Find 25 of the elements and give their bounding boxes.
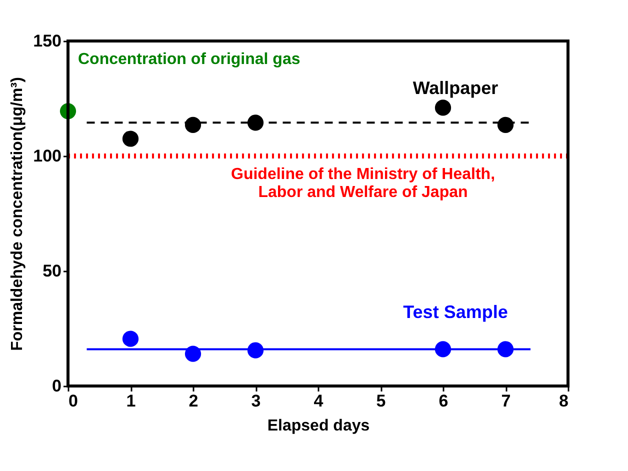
point [122,330,139,347]
annotation: Concentration of original gas [78,51,300,68]
x-tick-label: 6 [438,392,448,410]
point [434,100,452,116]
y-tick-label: 0 [52,376,62,396]
x-tick-label: 5 [376,392,386,410]
x-axis-title: Elapsed days [267,418,370,434]
y-tick-label: 100 [33,146,62,166]
x-tick-label: 8 [559,392,568,410]
ref-line-label: Guideline of the Ministry of Health, Labor and Welfare of Japan [230,166,496,201]
y-tick-label: 50 [42,262,62,280]
series-label: Wallpaper [412,78,498,98]
x-tick-label: 1 [126,392,136,410]
x-tick-label: 7 [501,392,511,410]
x-tick-label: 3 [251,392,261,410]
series-label: Test Sample [403,302,508,322]
x-tick-label: 0 [68,392,78,410]
point [184,116,202,133]
point [497,116,514,133]
y-tick-label: 150 [33,32,62,50]
x-tick-label: 4 [314,392,324,410]
y-axis-title: Formaldehyde concentration(μg/m³) [9,77,26,351]
point [247,114,264,131]
point [122,130,139,147]
x-tick-label: 2 [188,392,198,410]
